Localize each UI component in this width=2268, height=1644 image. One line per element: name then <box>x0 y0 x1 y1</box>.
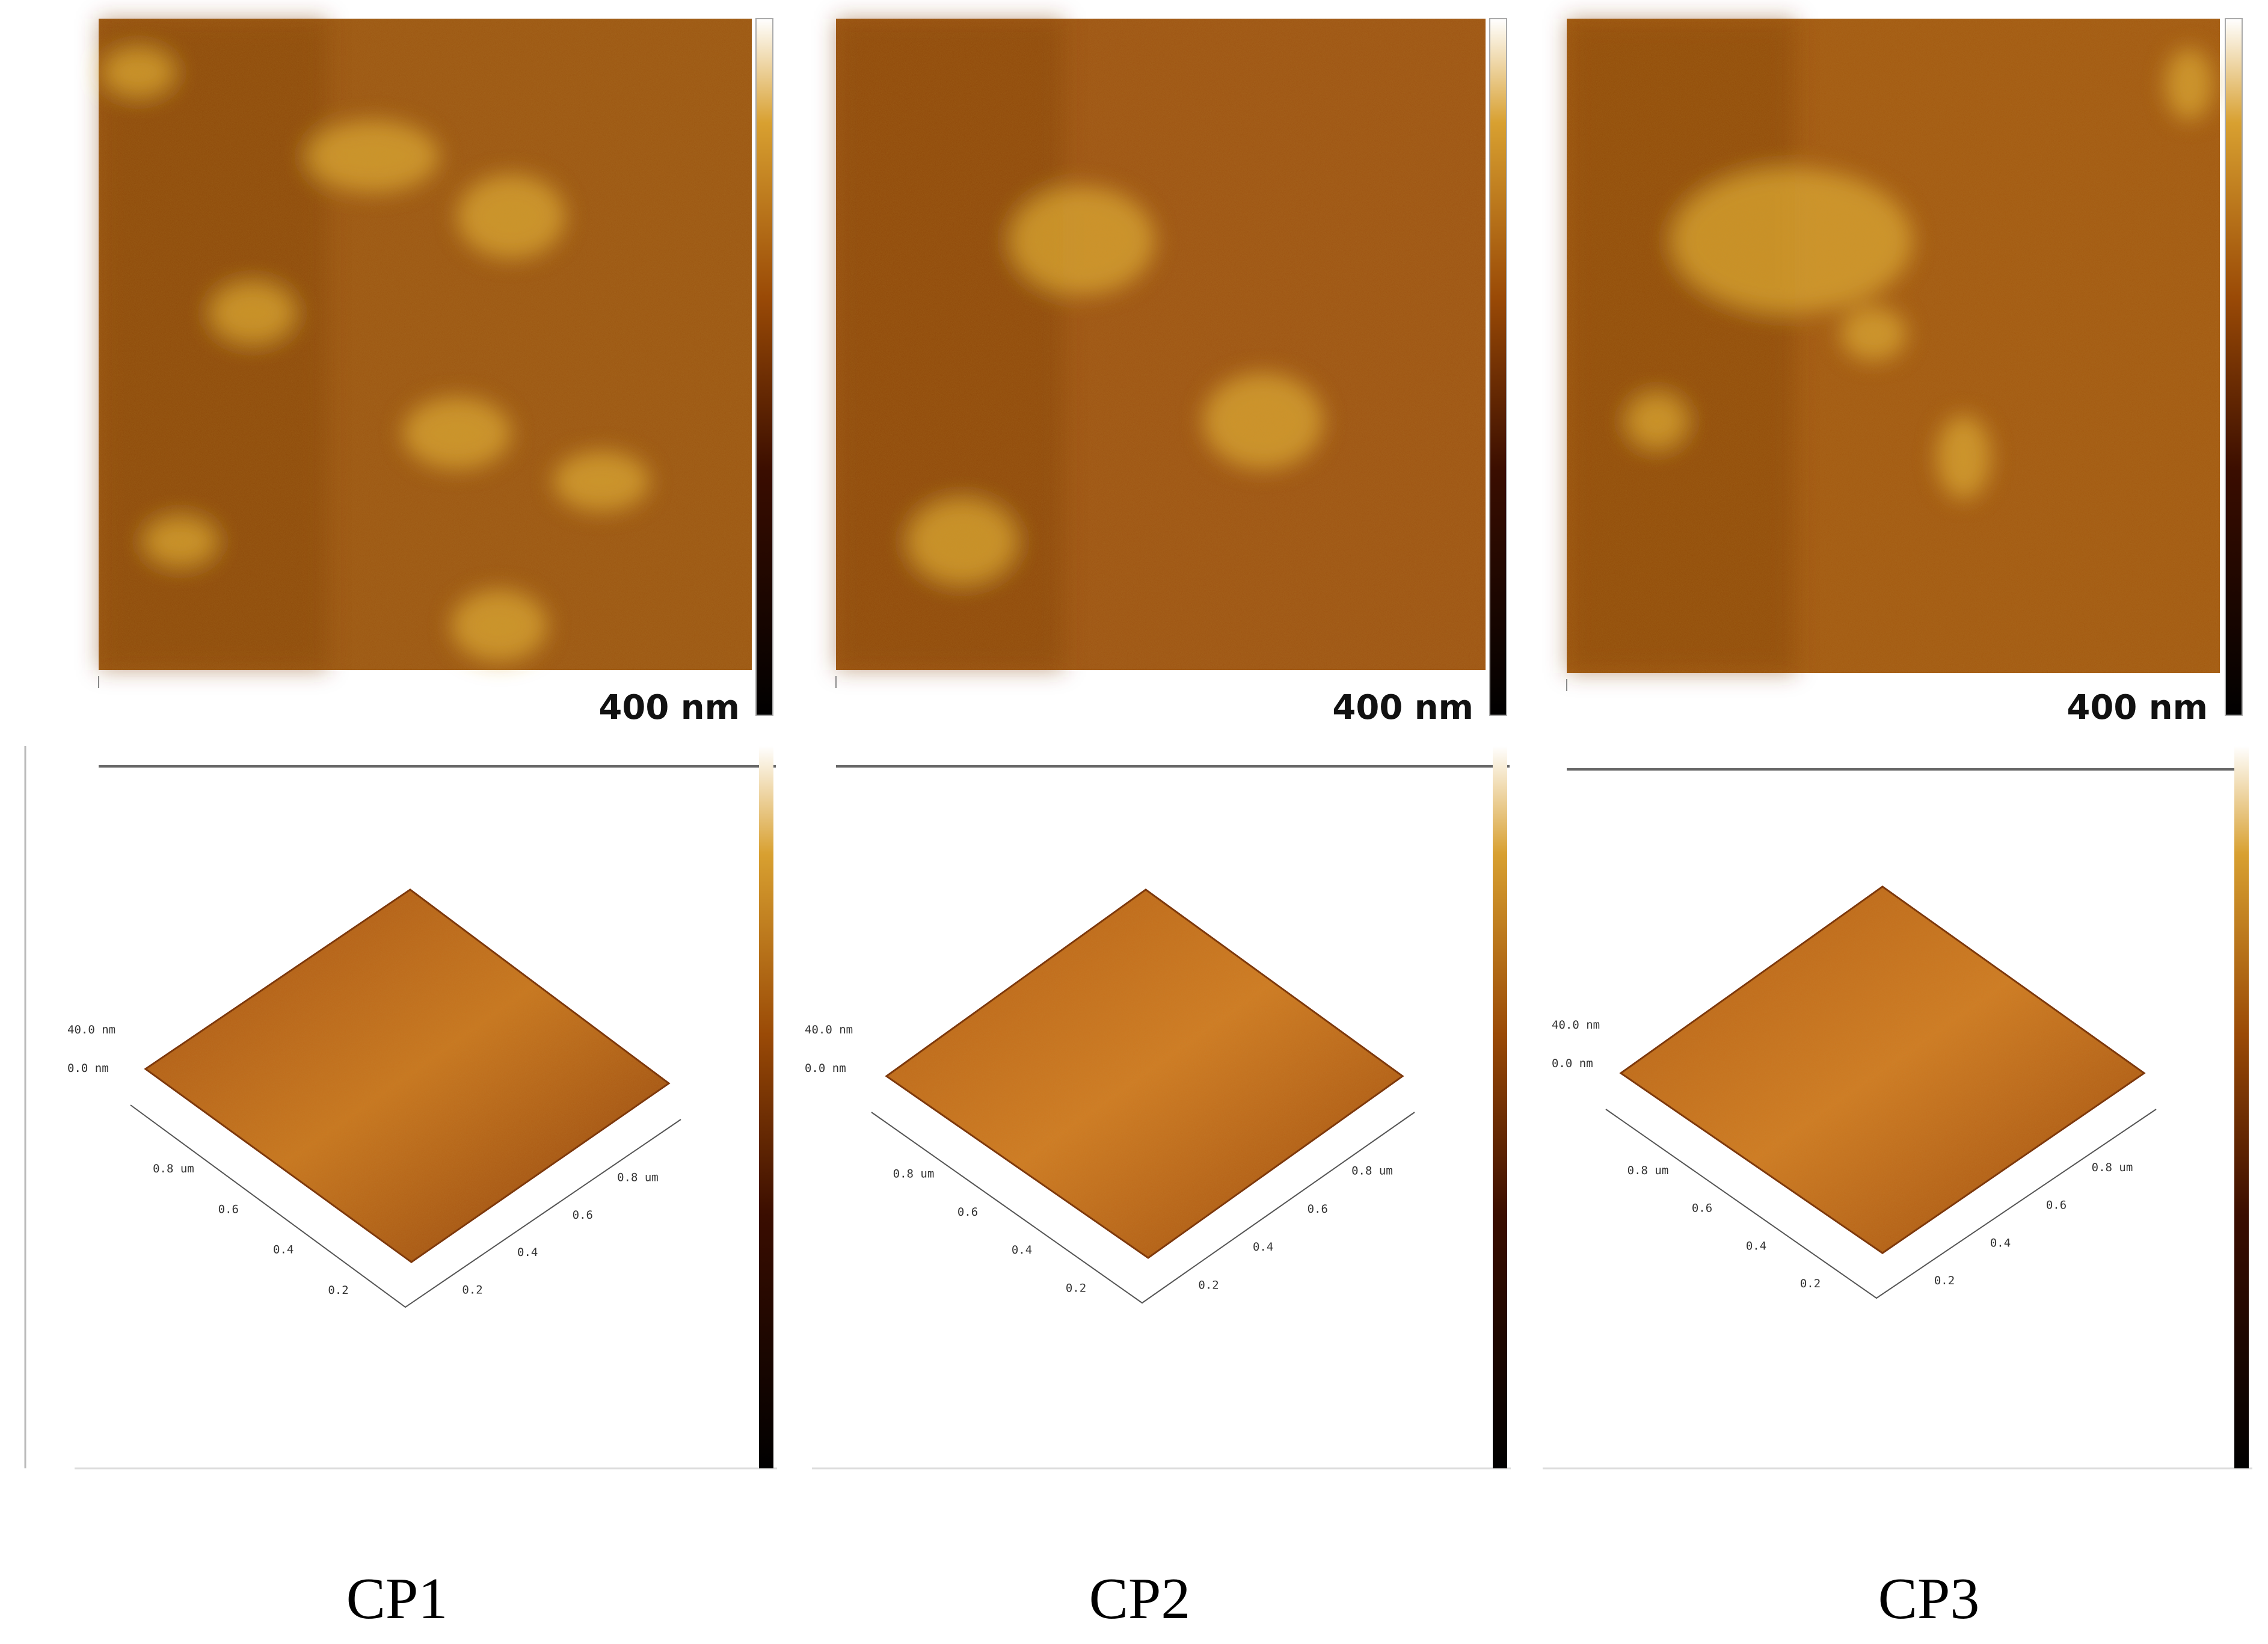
y-axis-label: 0.8 um <box>2092 1161 2133 1174</box>
scale-bar-label: 400 nm <box>1332 688 1474 727</box>
panel-caption: CP2 <box>1089 1566 1191 1631</box>
y-axis-label: 0.4 <box>517 1246 538 1259</box>
scale-bar-label: 400 nm <box>598 688 740 727</box>
surface-texture <box>146 890 669 1262</box>
x-axis-label: 0.6 <box>218 1202 239 1216</box>
y-axis-label: 0.8 um <box>1351 1164 1393 1177</box>
x-axis-label: 0.2 <box>328 1284 348 1297</box>
axis-box <box>1605 1109 2157 1299</box>
y-axis-label: 0.6 <box>1308 1202 1328 1216</box>
panel-caption: CP3 <box>1878 1566 1980 1631</box>
y-axis-label: 0.4 <box>1253 1240 1273 1254</box>
noise <box>836 19 1486 670</box>
y-axis-label: 0.6 <box>573 1208 593 1222</box>
color-bar <box>1493 746 1507 1468</box>
x-axis-label: 0.6 <box>957 1205 978 1219</box>
y-axis-label: 0.6 <box>2046 1199 2067 1212</box>
x-axis-label: 0.8 um <box>153 1162 194 1175</box>
x-axis-label: 0.4 <box>1012 1243 1032 1257</box>
y-axis-label: 0.2 <box>1198 1279 1219 1292</box>
color-bar <box>1489 18 1507 716</box>
noise <box>1567 19 2220 673</box>
afm-panel: 400 nm 40.0 nm 0.0 nm 0.8 um 0.6 0.4 0.2 0.8 um… <box>24 18 777 1631</box>
z-axis-label: 40.0 nm <box>1552 1018 1600 1032</box>
color-bar <box>2225 18 2243 716</box>
x-axis-label: 0.4 <box>273 1243 293 1257</box>
x-axis-label: 0.8 um <box>1627 1164 1669 1177</box>
surface-texture <box>1621 887 2144 1253</box>
panel-caption: CP1 <box>346 1566 448 1631</box>
scale-bar-label: 400 nm <box>2067 688 2208 727</box>
z-axis-label: 40.0 nm <box>805 1023 853 1036</box>
y-axis-label: 0.2 <box>462 1284 482 1297</box>
x-axis-label: 0.2 <box>1800 1277 1821 1290</box>
surface-texture <box>887 890 1403 1258</box>
x-axis-label: 0.8 um <box>893 1167 935 1180</box>
color-bar <box>2234 746 2249 1468</box>
axis-box <box>871 1112 1415 1304</box>
noise <box>99 19 752 670</box>
y-axis-label: 0.8 um <box>617 1171 659 1184</box>
z-axis-label: 40.0 nm <box>67 1023 115 1036</box>
z-axis-label: 0.0 nm <box>67 1062 109 1075</box>
y-axis-label: 0.2 <box>1934 1274 1955 1287</box>
color-bar <box>755 18 773 716</box>
axis-box <box>130 1104 681 1308</box>
x-axis-label: 0.2 <box>1066 1282 1086 1295</box>
afm-panel: 400 nm 40.0 nm 0.0 nm 0.8 um 0.6 0.4 0.2 0.8 um… <box>1543 18 2252 1631</box>
x-axis-label: 0.4 <box>1746 1239 1766 1252</box>
x-axis-label: 0.6 <box>1692 1202 1712 1215</box>
y-axis-label: 0.4 <box>1990 1236 2011 1249</box>
color-bar <box>759 746 773 1468</box>
z-axis-label: 0.0 nm <box>805 1062 846 1075</box>
z-axis-label: 0.0 nm <box>1552 1057 1593 1070</box>
afm-panel: 400 nm 40.0 nm 0.0 nm 0.8 um 0.6 0.4 0.2 0.8 um… <box>805 18 1511 1631</box>
